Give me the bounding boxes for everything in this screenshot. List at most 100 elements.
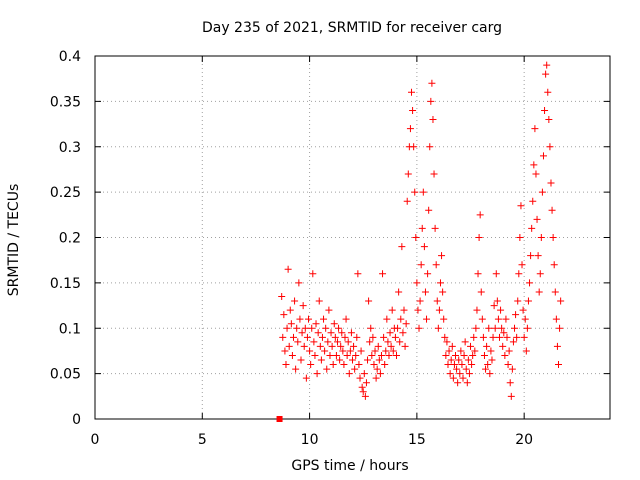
data-point-square [276,416,283,422]
data-point [314,329,322,337]
data-point [448,342,456,350]
data-point [342,315,350,323]
data-point [328,342,336,350]
data-point [318,333,326,341]
data-point [403,197,411,205]
data-point [324,338,332,346]
data-point [353,333,361,341]
data-point [467,342,475,350]
data-point [285,342,293,350]
data-point [404,170,412,178]
data-point [311,351,319,359]
data-point [472,324,480,332]
data-point [280,311,288,319]
data-point [354,270,362,278]
data-point [362,379,370,387]
data-point [475,234,483,241]
grid-lines [95,56,610,419]
data-point [447,356,455,364]
data-point [375,356,383,364]
data-point [474,270,482,278]
data-point [333,338,341,346]
data-point [288,351,296,359]
axis-ticks: 0 5 10 15 20 0 0.05 0.1 0.15 0.2 0.25 0.3 0.35 0.4 [50,49,610,448]
data-point [278,292,286,300]
x-axis-label: GPS time / hours [291,458,408,474]
data-point [338,329,346,337]
data-point [479,333,487,341]
data-point [424,270,432,278]
data-point [454,379,462,387]
data-point [374,342,382,350]
data-point [521,315,529,323]
data-point [392,351,400,359]
data-point [357,347,365,355]
data-point [482,365,490,373]
data-point [355,361,363,369]
data-point [514,297,522,305]
y-tick-label: 0.25 [50,185,81,201]
data-point [433,297,441,305]
data-point [519,306,527,314]
data-point [402,320,410,328]
data-point [411,188,419,196]
data-point [305,315,313,323]
data-point [490,302,498,310]
data-point [550,261,558,269]
data-point [347,329,355,337]
data-point [330,320,338,328]
data-point [542,70,550,78]
data-point [546,143,554,151]
data-point [551,288,559,296]
data-point [396,338,404,346]
data-point [361,392,369,400]
y-tick-label: 0.05 [50,367,81,383]
data-point [435,306,443,314]
data-point [506,379,514,387]
data-point [487,347,495,355]
data-point [310,338,318,346]
data-point [495,333,503,341]
data-point [377,351,385,359]
data-point [508,365,516,373]
data-point [349,356,356,364]
data-point [504,361,512,369]
data-point [337,342,345,350]
data-point [549,234,557,241]
data-point [359,388,367,396]
data-point [401,342,409,350]
data-point [507,392,515,400]
data-point [410,143,418,151]
data-point [286,306,294,314]
data-point [483,342,491,350]
data-point [356,374,364,382]
data-point [439,288,447,296]
data-point [296,315,304,323]
data-point [512,311,520,319]
data-point [432,261,440,269]
data-point [320,315,328,323]
data-point [381,361,389,369]
data-point [505,347,513,355]
data-point [529,197,537,205]
data-point [545,116,553,124]
data-point [365,297,373,305]
data-point [284,265,292,273]
data-point [335,324,343,332]
data-point [400,306,408,314]
y-axis-label: SRMTID / TECUs [6,184,22,297]
data-point [476,211,484,219]
data-point [501,351,509,359]
data-point [379,270,387,278]
data-point [498,324,506,332]
data-point [526,279,534,287]
data-point [389,347,397,355]
data-point [322,324,330,332]
data-point [299,302,307,310]
data-point [477,288,485,296]
data-point [486,370,494,378]
y-tick-label: 0.4 [59,49,81,65]
data-point [386,329,394,337]
data-point [537,234,545,241]
